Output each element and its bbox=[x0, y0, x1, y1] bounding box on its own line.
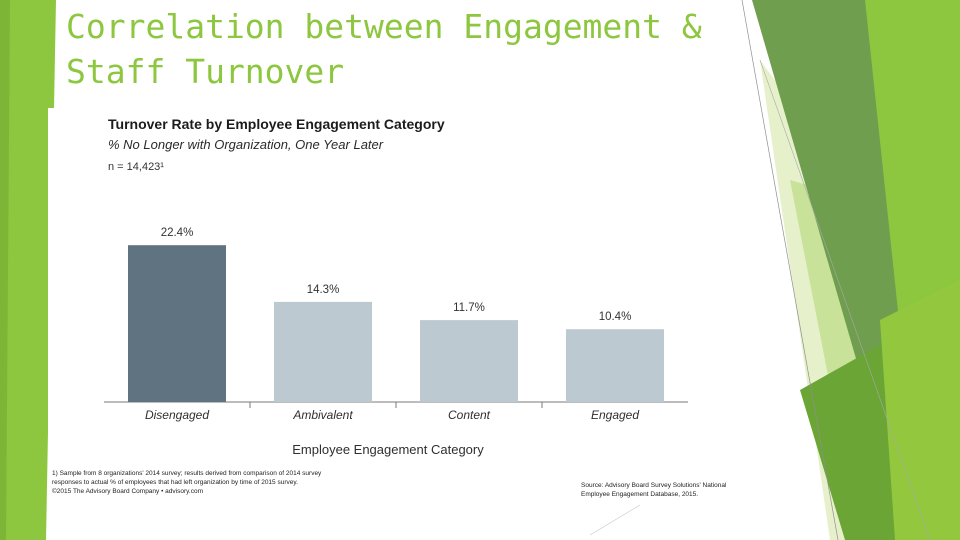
data-label: 22.4% bbox=[161, 227, 194, 239]
category-tick-label: Disengaged bbox=[145, 408, 209, 422]
data-label: 14.3% bbox=[307, 284, 340, 296]
chart-footnote: 1) Sample from 8 organizations' 2014 sur… bbox=[52, 470, 322, 486]
chart-subtitle: % No Longer with Organization, One Year … bbox=[108, 137, 384, 152]
source-note: Source: Advisory Board Survey Solutions'… bbox=[581, 482, 727, 498]
decor-line bbox=[741, 0, 839, 540]
left-edge-strip bbox=[0, 0, 10, 540]
sample-size: n = 14,423¹ bbox=[108, 161, 164, 173]
decor-line bbox=[589, 504, 641, 536]
x-axis-label: Employee Engagement Category bbox=[292, 442, 484, 457]
category-tick-label: Content bbox=[448, 408, 491, 422]
left-accent-shape bbox=[0, 0, 56, 540]
category-tick-label: Engaged bbox=[591, 408, 639, 422]
right-accent-dark bbox=[752, 0, 900, 400]
bar-ambivalent bbox=[274, 301, 372, 402]
copyright-text: ©2015 The Advisory Board Company • advis… bbox=[52, 488, 203, 495]
slide-title: Correlation between Engagement & Staff T… bbox=[66, 7, 702, 91]
data-label: 10.4% bbox=[599, 311, 632, 323]
chart-panel: Turnover Rate by Employee Engagement Cat… bbox=[48, 108, 740, 502]
bar-chart: 22.4% Disengaged 14.3% Ambivalent 11.7% Conte… bbox=[104, 227, 688, 457]
bar-disengaged bbox=[128, 245, 226, 402]
chart-title: Turnover Rate by Employee Engagement Cat… bbox=[108, 116, 445, 132]
data-label: 11.7% bbox=[453, 302, 485, 314]
right-accent-bright bbox=[880, 280, 960, 540]
category-tick-label: Ambivalent bbox=[292, 408, 353, 422]
decor-line bbox=[759, 59, 931, 540]
bar-engaged bbox=[566, 329, 664, 402]
bar-content bbox=[420, 320, 518, 402]
